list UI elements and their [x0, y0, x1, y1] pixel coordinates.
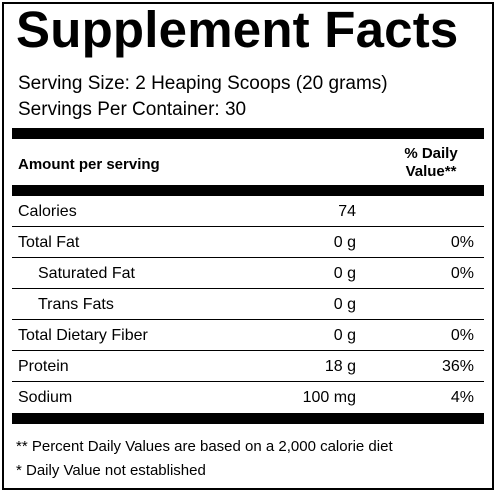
nutrient-name: Calories	[18, 203, 77, 220]
nutrient-row-sodium: Sodium 100 mg 4%	[12, 382, 484, 413]
daily-value-header-line2: Value**	[405, 163, 457, 180]
nutrient-amount: 0 g	[333, 296, 356, 313]
nutrient-name: Trans Fats	[38, 296, 114, 313]
supplement-facts-panel: Supplement Facts Serving Size: 2 Heaping…	[2, 1, 494, 490]
nutrient-row-protein: Protein 18 g 36%	[12, 351, 484, 382]
nutrient-row-trans-fats: Trans Fats 0 g	[12, 289, 484, 320]
nutrient-name: Saturated Fat	[38, 265, 135, 282]
divider-bottom	[12, 413, 484, 424]
nutrient-daily-value: 0%	[450, 234, 474, 251]
nutrient-daily-value: 36%	[441, 358, 474, 375]
nutrient-amount: 0 g	[333, 234, 356, 251]
nutrient-daily-value: 0%	[450, 327, 474, 344]
servings-per-container: Servings Per Container: 30	[18, 99, 247, 120]
nutrient-row-total-dietary-fiber: Total Dietary Fiber 0 g 0%	[12, 320, 484, 351]
nutrient-amount: 0 g	[333, 327, 356, 344]
nutrient-row-calories: Calories 74	[12, 196, 484, 227]
divider-top	[12, 128, 484, 139]
nutrient-row-total-fat: Total Fat 0 g 0%	[12, 227, 484, 258]
nutrient-daily-value: 4%	[450, 389, 474, 406]
daily-value-header: % Daily Value**	[386, 145, 476, 181]
nutrient-row-saturated-fat: Saturated Fat 0 g 0%	[12, 258, 484, 289]
nutrient-name: Total Dietary Fiber	[18, 327, 148, 344]
nutrient-daily-value: 0%	[450, 265, 474, 282]
nutrient-amount: 100 mg	[302, 389, 356, 406]
footnote-not-established: * Daily Value not established	[16, 462, 206, 479]
nutrient-name: Sodium	[18, 389, 73, 406]
panel-title: Supplement Facts	[16, 1, 459, 58]
nutrient-amount: 18 g	[324, 358, 356, 375]
nutrient-name: Total Fat	[18, 234, 80, 251]
footnote-daily-values: ** Percent Daily Values are based on a 2…	[16, 438, 393, 455]
nutrient-amount: 0 g	[333, 265, 356, 282]
daily-value-header-line1: % Daily	[404, 145, 458, 162]
amount-per-serving-header: Amount per serving	[18, 156, 160, 173]
nutrient-amount: 74	[338, 203, 356, 220]
divider-header	[12, 185, 484, 196]
nutrient-name: Protein	[18, 358, 69, 375]
serving-size: Serving Size: 2 Heaping Scoops (20 grams…	[18, 73, 388, 94]
